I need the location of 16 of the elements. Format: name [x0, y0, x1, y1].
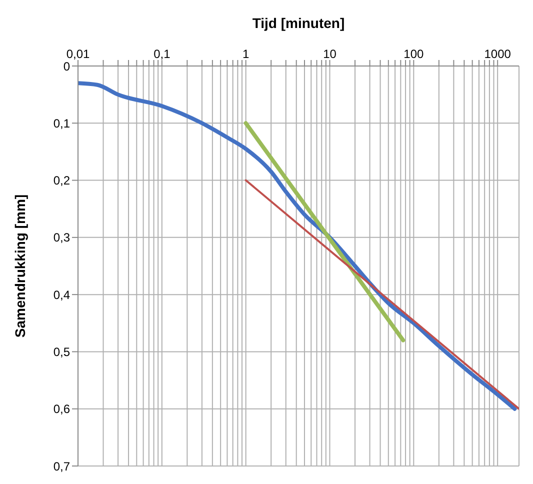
y-tick-label: 0,1: [53, 116, 70, 130]
x-tick-label: 1000: [484, 47, 512, 61]
y-tick-label: 0,7: [53, 459, 70, 474]
x-axis-title: Tijd [minuten]: [252, 14, 345, 31]
y-tick-label: 0,3: [53, 230, 70, 245]
x-tick-label: 0,1: [154, 47, 171, 61]
y-axis-title: Samendrukking [mm]: [12, 194, 28, 338]
y-tick-label: 0,6: [53, 402, 70, 416]
y-tick-label: 0: [63, 59, 70, 74]
x-tick-label: 100: [404, 47, 424, 61]
x-tick-label: 0,01: [66, 47, 90, 61]
y-tick-label: 0,4: [53, 288, 70, 302]
y-tick-label: 0,2: [53, 174, 70, 188]
x-tick-label: 1: [242, 47, 250, 61]
y-tick-label: 0,5: [53, 344, 70, 359]
x-tick-label: 10: [323, 47, 337, 61]
